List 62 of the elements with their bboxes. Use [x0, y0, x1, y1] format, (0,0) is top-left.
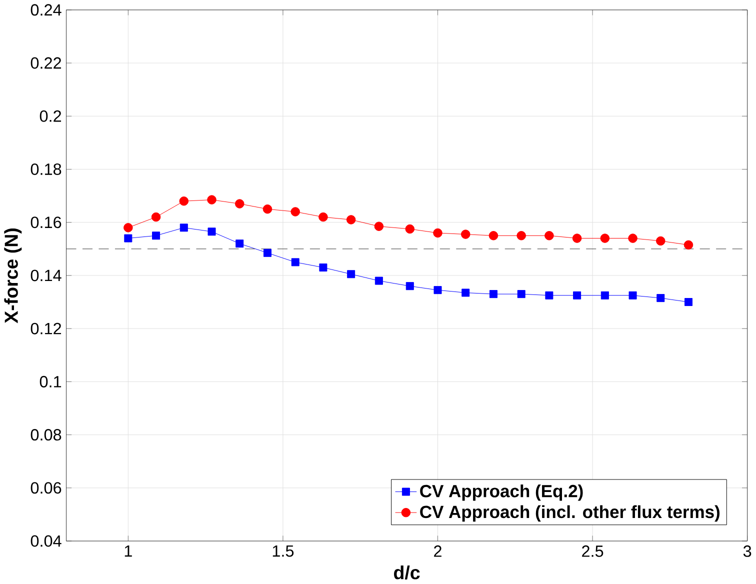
point — [406, 282, 414, 290]
y-tick-label: 0.2 — [40, 110, 62, 122]
y-tick-label: 0.14 — [30, 270, 62, 282]
y-tick-label: 0.18 — [30, 164, 62, 176]
point — [262, 204, 272, 214]
point — [462, 288, 470, 297]
point — [656, 236, 666, 246]
point — [433, 228, 442, 238]
x-tick-label: 3 — [743, 546, 752, 558]
y-tick-label: 0.22 — [30, 57, 62, 69]
point — [234, 199, 244, 209]
point — [236, 240, 244, 248]
y-axis-title: X-force (N) — [4, 228, 22, 324]
point — [124, 234, 132, 242]
point — [208, 228, 216, 236]
point — [573, 292, 582, 300]
point — [600, 292, 609, 300]
point — [656, 294, 665, 302]
point — [628, 234, 638, 244]
x-tick-label: 2 — [434, 546, 442, 557]
y-tick-label: 0.24 — [30, 4, 62, 16]
point — [180, 224, 188, 232]
y-tick-label: 0.06 — [30, 482, 62, 494]
point — [572, 234, 582, 244]
point — [347, 270, 356, 278]
point — [374, 276, 383, 285]
point — [517, 290, 526, 298]
point — [516, 231, 526, 240]
x-axis-title: d/c — [394, 566, 420, 580]
point — [545, 292, 554, 300]
x-tick-label: 1.5 — [272, 546, 294, 557]
point — [263, 249, 272, 258]
point — [460, 230, 470, 240]
point — [544, 231, 554, 240]
y-tick-label: 0.08 — [30, 429, 62, 441]
legend-label: CV Approach (Eq.2) — [420, 484, 583, 501]
point — [152, 232, 160, 240]
point — [124, 223, 133, 232]
point — [318, 212, 328, 222]
point — [290, 207, 300, 217]
x-tick-label: 1 — [124, 546, 132, 557]
point — [151, 212, 161, 222]
point — [291, 258, 300, 266]
y-tick-label: 0.16 — [30, 216, 62, 228]
y-tick-label: 0.1 — [40, 376, 62, 388]
point — [628, 292, 637, 300]
point — [405, 224, 415, 234]
point — [600, 234, 610, 244]
point — [346, 215, 356, 224]
point — [207, 195, 216, 205]
point — [179, 196, 189, 206]
point — [434, 286, 442, 294]
point — [684, 298, 692, 306]
x-tick-label: 2.5 — [582, 546, 604, 558]
y-tick-label: 0.12 — [30, 322, 62, 334]
point — [488, 231, 498, 240]
point — [684, 240, 694, 250]
point — [319, 264, 328, 272]
point — [489, 290, 498, 298]
point — [374, 222, 384, 232]
legend-label: CV Approach (incl. other flux terms) — [420, 505, 720, 522]
y-tick-label: 0.04 — [30, 535, 62, 547]
